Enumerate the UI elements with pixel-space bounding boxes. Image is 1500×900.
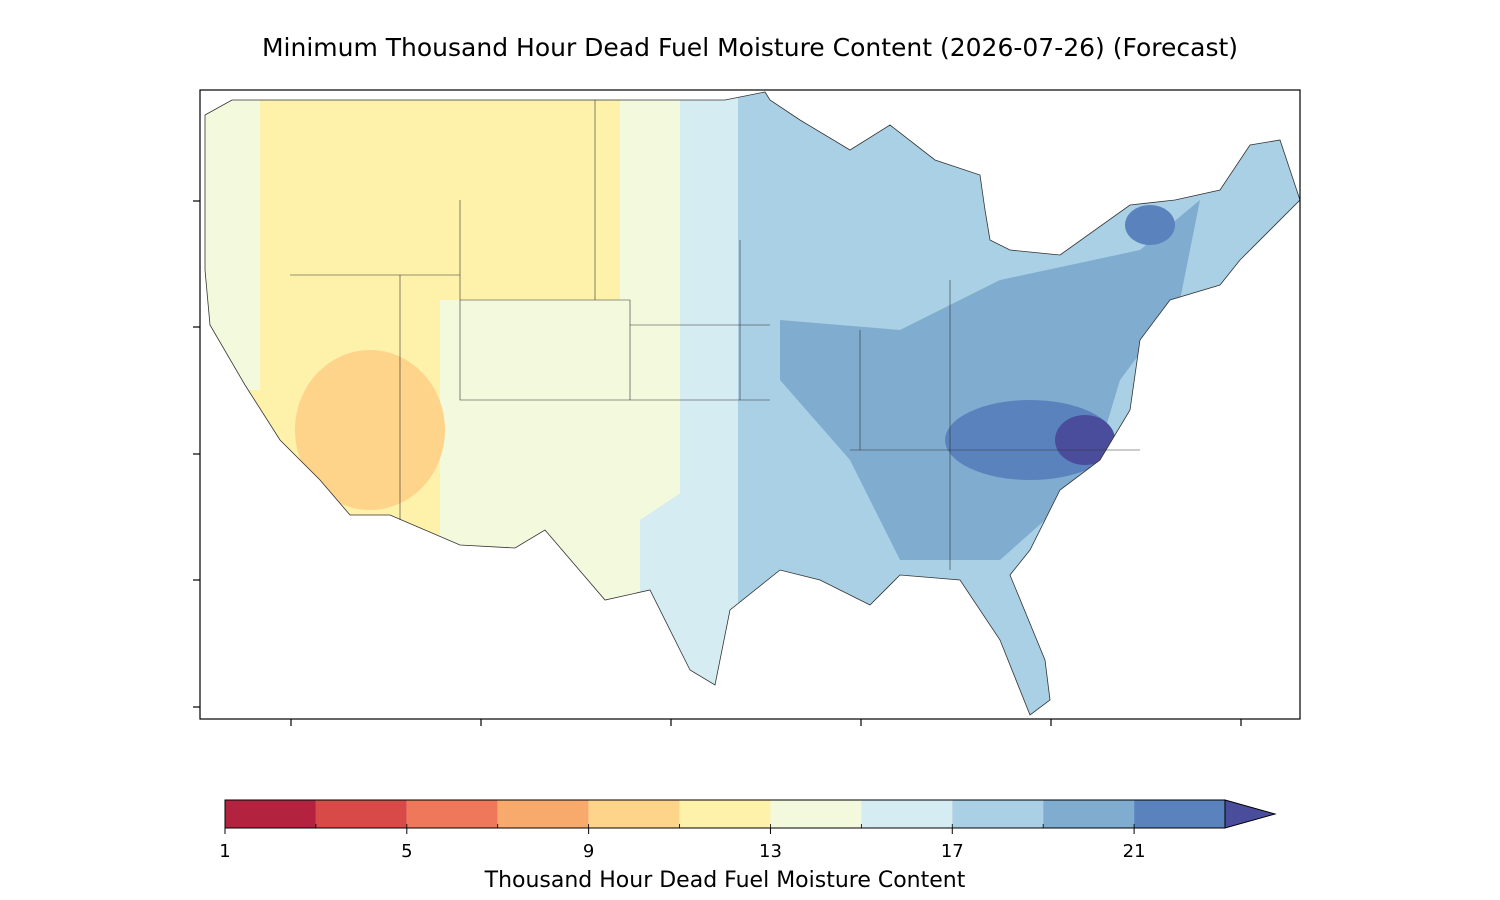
- colorbar-tick-label: 9: [583, 841, 594, 862]
- colorbar-segment: [861, 800, 953, 828]
- colorbar-outline: [224, 799, 1226, 829]
- colorbar-segment: [952, 800, 1044, 828]
- colorbar-segment: [770, 800, 862, 828]
- colorbar-segment: [1043, 800, 1135, 828]
- colorbar: 1 5 9 13 17 21: [219, 799, 1277, 862]
- colorbar-extension: [1224, 799, 1277, 829]
- moisture-field: [205, 92, 1300, 715]
- colorbar-label: Thousand Hour Dead Fuel Moisture Content: [484, 868, 966, 893]
- colorbar-tick-label: 1: [219, 841, 230, 862]
- title: Minimum Thousand Hour Dead Fuel Moisture…: [262, 33, 1238, 62]
- colorbar-tick-label: 5: [401, 841, 412, 862]
- colorbar-segment: [679, 800, 771, 828]
- colorbar-tick-label: 21: [1123, 841, 1146, 862]
- colorbar-segment: [497, 800, 589, 828]
- frame-ticks: [193, 200, 1242, 726]
- colorbar-tick-label: 13: [759, 841, 782, 862]
- colorbar-segment: [1134, 800, 1225, 828]
- country-outline: [204, 91, 1301, 716]
- colorbar-segment: [588, 800, 680, 828]
- colorbar-tick-label: 17: [941, 841, 964, 862]
- map-frame: [199, 89, 1301, 720]
- colorbar-segment: [315, 800, 407, 828]
- colorbar-segment: [406, 800, 498, 828]
- state-borders: [290, 100, 1140, 570]
- colorbar-segment: [225, 800, 316, 828]
